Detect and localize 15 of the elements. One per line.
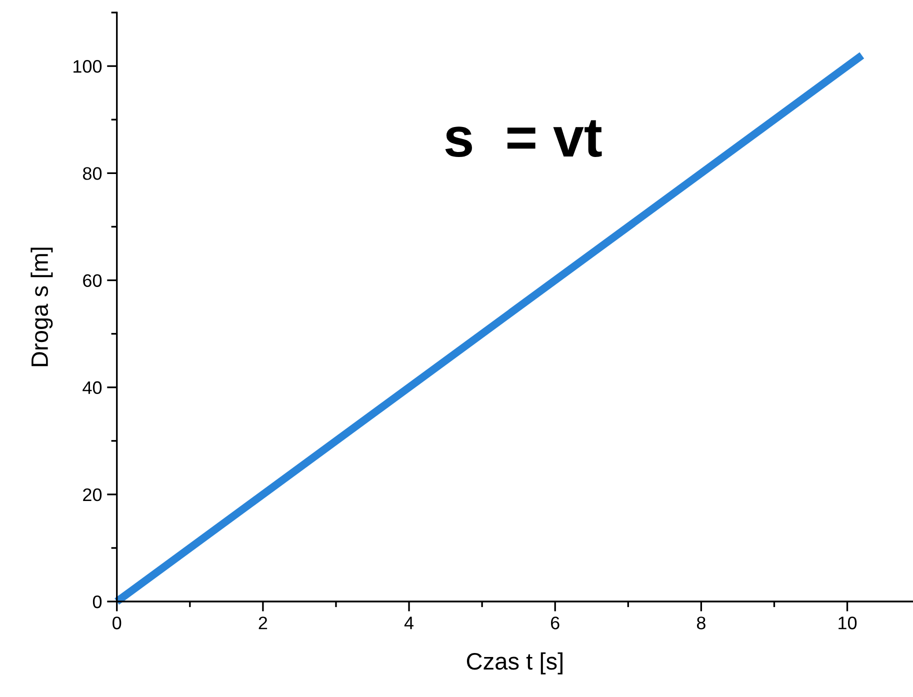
x-tick-label: 4	[404, 616, 414, 630]
annotation: s = vt	[445, 120, 602, 158]
y-tick-label: 80	[82, 167, 102, 180]
y-axis-title: Droga s [m]	[30, 248, 53, 366]
x-tick-label: 8	[696, 616, 706, 630]
y-tick-label: 40	[82, 381, 102, 394]
x-tick-label: 0	[112, 616, 122, 630]
x-tick-label: 2	[258, 616, 268, 630]
x-tick-label: 10	[838, 616, 857, 630]
y-tick-label: 20	[83, 488, 102, 502]
y-tick-label: 60	[83, 274, 102, 287]
x-tick-label: 6	[551, 616, 560, 630]
y-tick-label: 100	[74, 60, 102, 73]
x-axis-title: Czas t [s]	[466, 652, 562, 674]
y-tick-label: 0	[92, 595, 102, 608]
